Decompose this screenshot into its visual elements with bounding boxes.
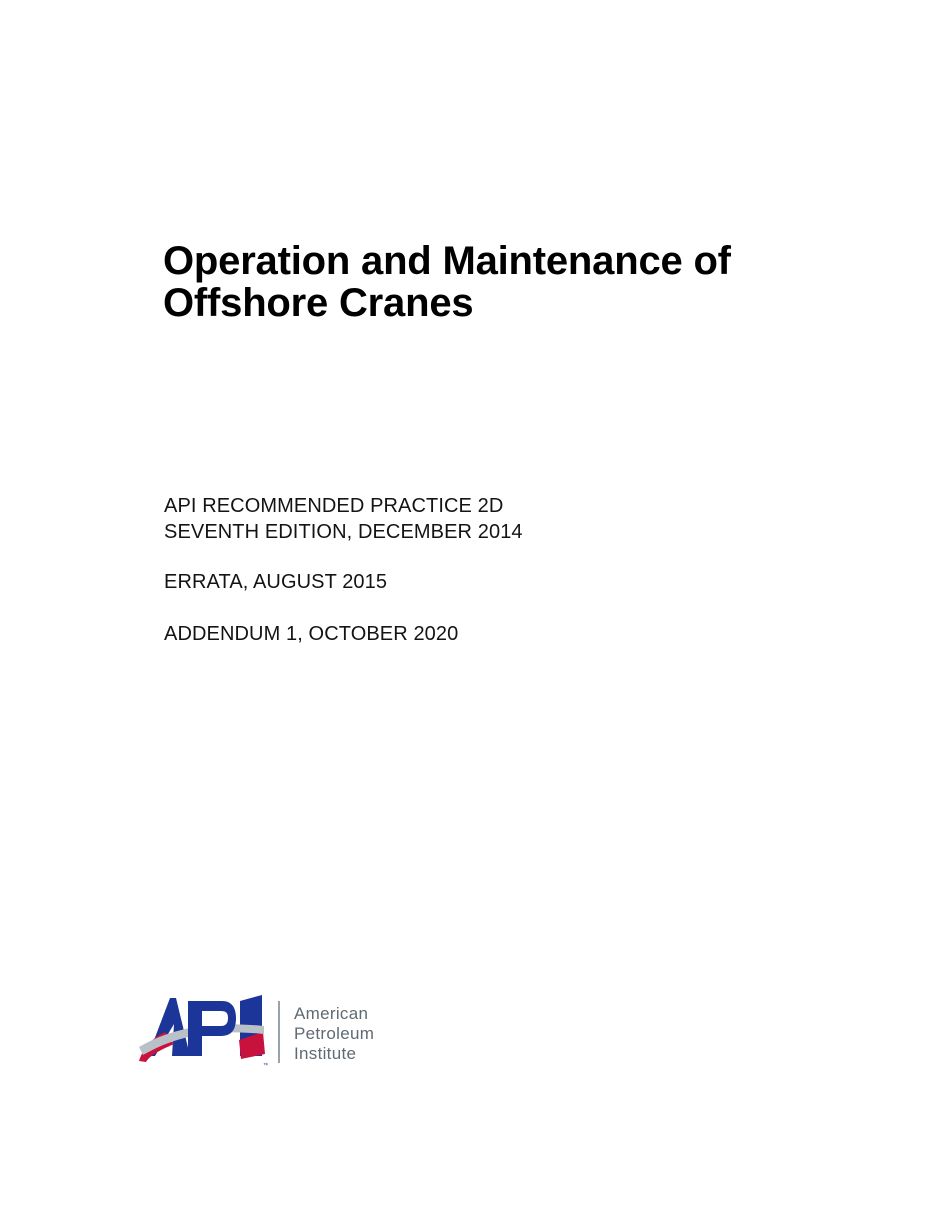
logo-org-name: American Petroleum Institute: [294, 1004, 374, 1064]
api-letter-p-counter: [202, 1011, 228, 1026]
addendum-line: ADDENDUM 1, OCTOBER 2020: [164, 623, 459, 645]
org-line-american: American: [294, 1004, 369, 1023]
practice-edition-paragraph: API RECOMMENDED PRACTICE 2D SEVENTH EDIT…: [164, 493, 523, 545]
api-letter-p: [188, 1001, 236, 1056]
api-trademark: ™: [263, 1062, 268, 1069]
edition-date-line: SEVENTH EDITION, DECEMBER 2014: [164, 521, 523, 543]
edition-block: API RECOMMENDED PRACTICE 2D SEVENTH EDIT…: [164, 493, 523, 647]
api-logo-icon: API ™: [139, 995, 268, 1069]
practice-line: API RECOMMENDED PRACTICE 2D: [164, 495, 504, 517]
api-letter-i-red-foot: [239, 1032, 265, 1059]
title-line-1: Operation and Maintenance of: [163, 239, 731, 283]
org-line-petroleum: Petroleum: [294, 1024, 375, 1043]
org-line-institute: Institute: [294, 1044, 357, 1063]
api-swoosh: [139, 1024, 264, 1055]
logo-divider: [278, 1001, 280, 1063]
title-line-2: Offshore Cranes: [163, 281, 474, 325]
api-logo-lockup: API ™ American Petroleum Institute: [138, 990, 374, 1070]
document-title: Operation and Maintenance of Offshore Cr…: [163, 240, 731, 324]
errata-line: ERRATA, AUGUST 2015: [164, 571, 388, 593]
